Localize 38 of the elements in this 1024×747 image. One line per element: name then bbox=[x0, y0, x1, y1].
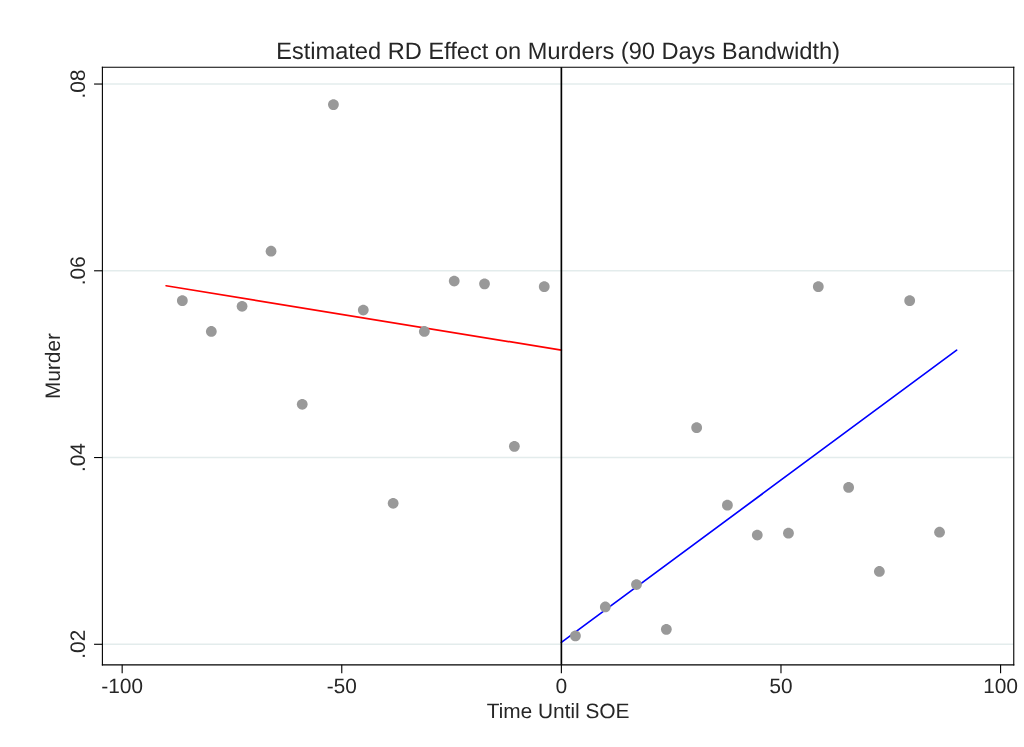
point bbox=[722, 499, 733, 511]
point bbox=[691, 422, 703, 434]
point bbox=[387, 497, 399, 509]
point bbox=[570, 630, 581, 642]
x-axis-title: Time Until SOE bbox=[487, 703, 629, 719]
x-tick-label: -100 bbox=[102, 678, 143, 694]
point bbox=[873, 566, 885, 577]
point bbox=[205, 326, 217, 337]
point bbox=[328, 99, 339, 110]
chart-title: Estimated RD Effect on Murders (90 Days Bandwidth) bbox=[278, 41, 839, 64]
x-tick-label: -50 bbox=[327, 678, 357, 694]
point bbox=[783, 527, 794, 539]
point bbox=[538, 281, 550, 293]
point bbox=[631, 579, 642, 590]
point bbox=[660, 623, 672, 635]
point bbox=[751, 529, 763, 541]
point bbox=[176, 295, 188, 307]
point bbox=[934, 526, 945, 538]
point bbox=[296, 398, 308, 410]
point bbox=[418, 326, 430, 337]
point bbox=[904, 295, 916, 307]
y-tick-label: .08 bbox=[70, 70, 86, 97]
point bbox=[479, 278, 490, 290]
point bbox=[448, 275, 460, 287]
point bbox=[357, 304, 369, 316]
point bbox=[265, 245, 277, 257]
point bbox=[599, 601, 611, 613]
y-axis-title: Murder bbox=[44, 333, 61, 398]
x-tick-label: 0 bbox=[556, 678, 567, 694]
point bbox=[509, 440, 520, 452]
point bbox=[812, 281, 824, 293]
point bbox=[843, 482, 854, 493]
point bbox=[236, 300, 248, 312]
y-tick-label: .02 bbox=[70, 630, 86, 657]
y-tick-label: .04 bbox=[70, 443, 86, 471]
x-tick-label: 50 bbox=[770, 678, 792, 694]
y-tick-label: .06 bbox=[70, 257, 86, 284]
x-tick-label: 100 bbox=[984, 678, 1018, 694]
